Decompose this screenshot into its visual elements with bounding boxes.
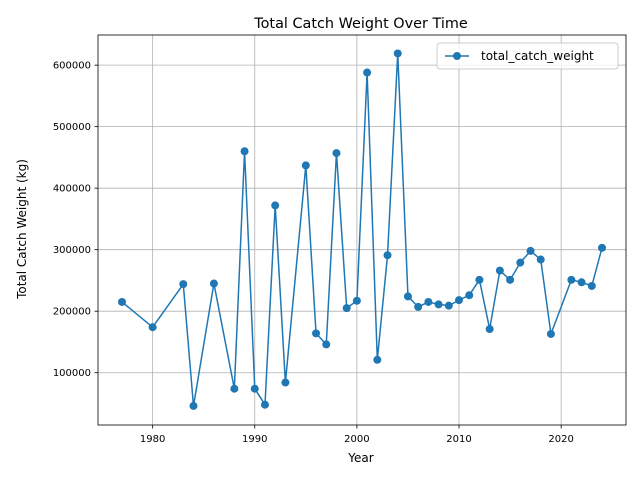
- legend-box: [436, 42, 619, 70]
- data-point: [179, 280, 188, 289]
- x-tick-label: 2020: [548, 434, 573, 445]
- y-tick-label: 200000: [53, 307, 91, 318]
- x-tick-label: 1980: [140, 434, 165, 445]
- data-point: [230, 384, 239, 393]
- data-point: [485, 325, 494, 334]
- data-point: [332, 149, 341, 158]
- data-point: [536, 255, 545, 264]
- data-point: [577, 278, 586, 287]
- x-tick-label: 1990: [242, 434, 267, 445]
- y-axis-label: Total Catch Weight (kg): [15, 159, 29, 300]
- data-point: [118, 297, 126, 306]
- data-point: [383, 251, 392, 260]
- data-point: [403, 292, 412, 301]
- y-tick-label: 300000: [53, 245, 91, 256]
- data-point: [393, 49, 402, 58]
- legend: total_catch_weight: [436, 42, 619, 70]
- data-point: [322, 340, 331, 349]
- legend-marker: [453, 52, 461, 60]
- plot-frame: [97, 34, 627, 426]
- data-point: [414, 302, 423, 311]
- data-point: [271, 201, 280, 210]
- data-point: [567, 275, 576, 284]
- chart-title: Total Catch Weight Over Time: [253, 16, 468, 32]
- data-point: [363, 68, 372, 77]
- data-point: [598, 243, 606, 252]
- y-tick-label: 600000: [53, 61, 91, 72]
- data-point: [465, 291, 474, 300]
- x-tick-label: 2000: [344, 434, 369, 445]
- series-line: [121, 52, 603, 407]
- data-point: [250, 384, 259, 393]
- data-point: [189, 401, 198, 410]
- data-point: [495, 266, 504, 275]
- data-point: [475, 275, 484, 284]
- y-tick-label: 400000: [53, 184, 91, 195]
- data-point: [546, 329, 555, 338]
- data-point: [424, 297, 433, 306]
- data-point: [516, 258, 525, 267]
- data-point: [526, 246, 535, 255]
- data-point: [373, 355, 382, 364]
- y-tick-label: 500000: [53, 122, 91, 133]
- x-axis-label: Year: [347, 451, 373, 465]
- data-point: [434, 300, 443, 309]
- series-layer: [118, 49, 606, 410]
- grid-layer: [98, 35, 626, 425]
- y-tick-label: 100000: [53, 368, 91, 379]
- data-point: [455, 296, 464, 305]
- data-point: [209, 279, 218, 288]
- ticks-layer: 1980 1990 2000 2010 2020 100000 200000 300000 40…: [53, 61, 574, 445]
- data-point: [444, 301, 453, 310]
- data-point: [506, 275, 515, 284]
- x-tick-label: 2010: [446, 434, 471, 445]
- data-point: [352, 296, 361, 305]
- data-point: [342, 304, 351, 313]
- data-point: [312, 329, 321, 338]
- axes-layer: [97, 34, 627, 426]
- data-point: [240, 147, 249, 156]
- legend-label: total_catch_weight: [481, 49, 594, 63]
- data-point: [301, 161, 310, 170]
- data-point: [148, 323, 157, 332]
- data-point: [587, 281, 596, 290]
- data-point: [281, 378, 290, 387]
- data-point: [260, 400, 269, 409]
